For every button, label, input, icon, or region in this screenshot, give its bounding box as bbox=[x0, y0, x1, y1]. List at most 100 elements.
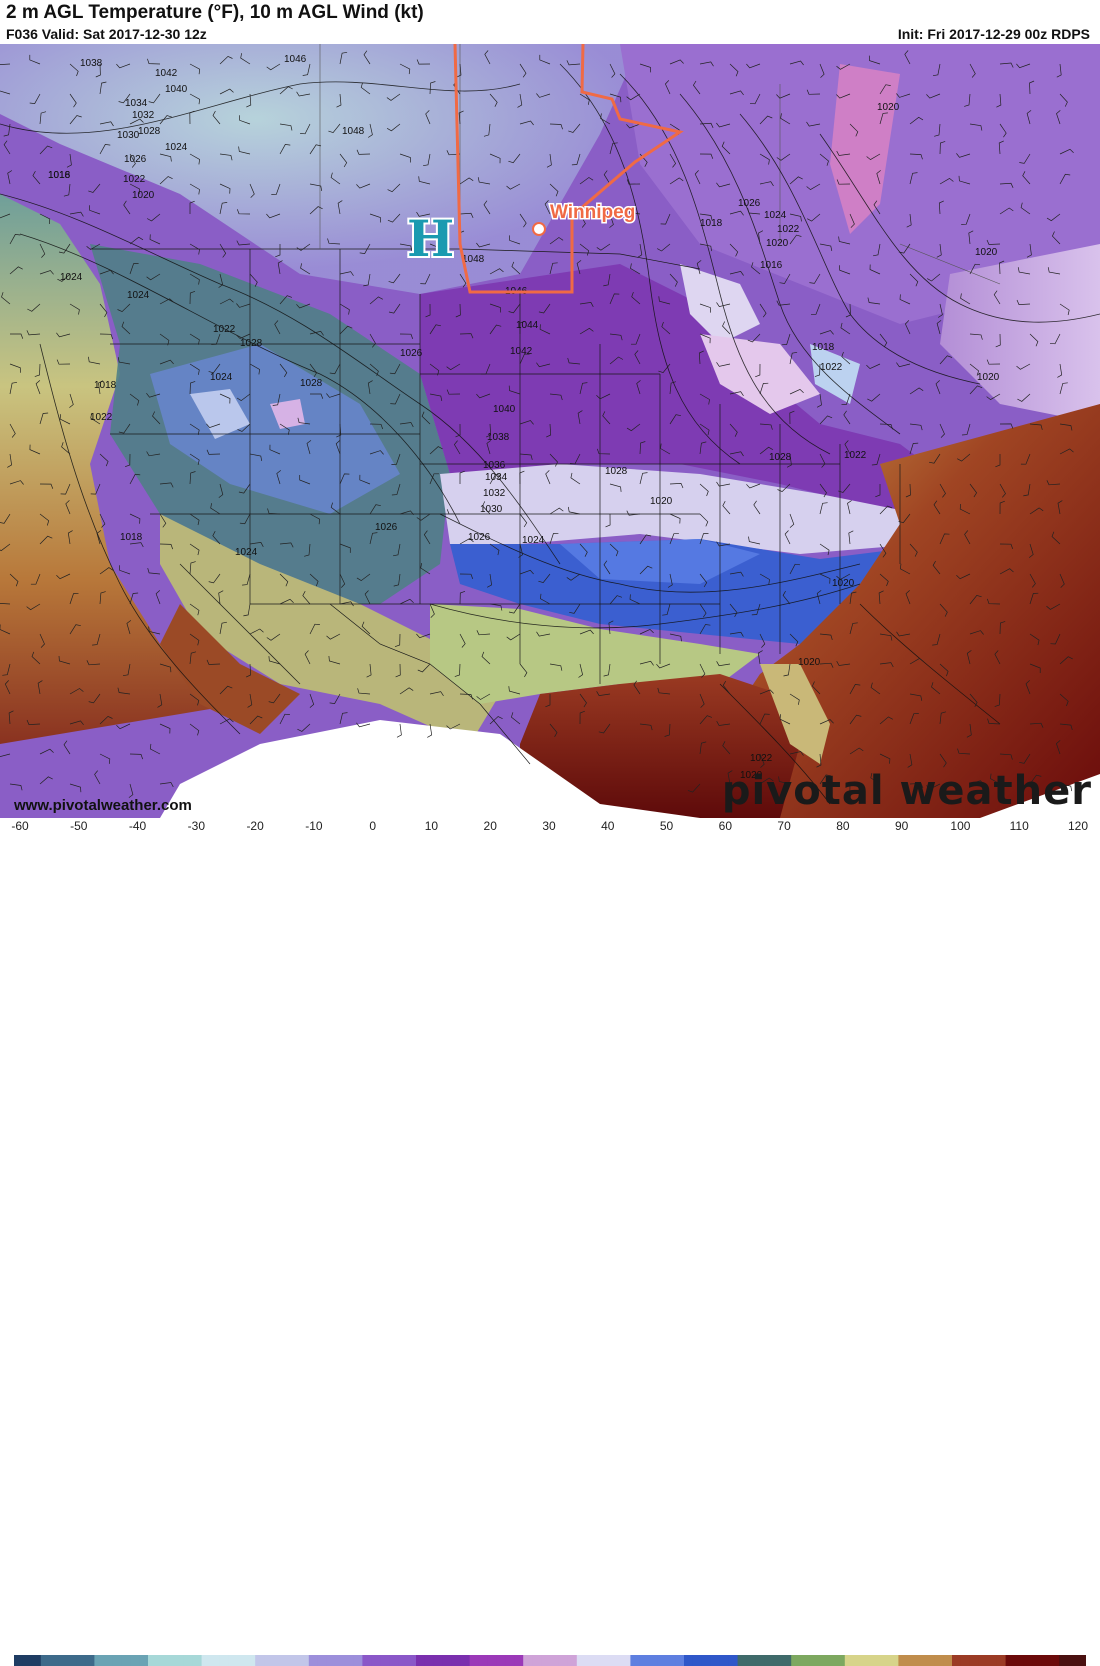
wind-barb bbox=[727, 770, 733, 785]
wind-barb bbox=[932, 633, 941, 646]
winnipeg-marker-icon[interactable] bbox=[532, 222, 546, 236]
wind-barb bbox=[567, 506, 581, 515]
wind-barb bbox=[836, 179, 851, 185]
colorbar-segment bbox=[308, 1655, 319, 1666]
wind-barb bbox=[119, 565, 131, 575]
wind-barb bbox=[9, 573, 19, 587]
wind-barb bbox=[56, 359, 71, 365]
wind-barb bbox=[1029, 774, 1042, 785]
wind-barb bbox=[189, 723, 200, 736]
wind-barb bbox=[664, 80, 671, 95]
wind-barb bbox=[939, 483, 946, 498]
wind-barb bbox=[57, 273, 71, 282]
wind-barb bbox=[339, 712, 348, 725]
wind-barb bbox=[729, 571, 744, 577]
wind-barb bbox=[266, 633, 281, 641]
wind-barb bbox=[969, 363, 980, 376]
wind-barb bbox=[579, 213, 586, 228]
isobar-label: 1028 bbox=[300, 378, 323, 389]
wind-barb bbox=[1028, 543, 1034, 558]
wind-barb bbox=[631, 291, 641, 305]
wind-barb bbox=[309, 183, 323, 191]
colorbar-segment bbox=[335, 1655, 346, 1666]
wind-barb bbox=[729, 243, 739, 257]
wind-barb bbox=[249, 542, 264, 547]
wind-barb bbox=[927, 273, 941, 282]
wind-barb bbox=[1059, 382, 1068, 395]
wind-barb bbox=[849, 123, 859, 137]
wind-barb bbox=[961, 423, 971, 436]
colorbar-segment bbox=[174, 1655, 185, 1666]
colorbar-tick-label: 60 bbox=[718, 819, 733, 833]
wind-barb bbox=[776, 300, 791, 306]
wind-barb bbox=[279, 363, 288, 378]
wind-barb bbox=[780, 113, 791, 125]
wind-barb bbox=[189, 633, 200, 646]
wind-barb bbox=[267, 508, 281, 515]
wind-barb bbox=[746, 63, 761, 69]
wind-barb bbox=[789, 513, 795, 528]
wind-barb bbox=[99, 303, 108, 318]
wind-barb bbox=[545, 694, 551, 708]
wind-barb bbox=[218, 483, 224, 498]
wind-barb bbox=[508, 385, 521, 395]
init-time: Init: Fri 2017-12-29 00z RDPS bbox=[897, 26, 1090, 42]
wind-barb bbox=[58, 243, 71, 254]
wind-barb bbox=[569, 453, 581, 465]
colorbar-segment bbox=[907, 1655, 917, 1666]
wind-barb bbox=[476, 242, 491, 248]
wind-barb bbox=[716, 302, 731, 307]
wind-barb bbox=[969, 263, 981, 275]
wind-barb bbox=[699, 441, 707, 455]
colorbar-segment bbox=[835, 1655, 846, 1666]
wind-barb bbox=[508, 153, 521, 164]
wind-barb bbox=[658, 296, 671, 305]
colorbar-segment bbox=[165, 1655, 176, 1666]
wind-barb bbox=[838, 483, 851, 493]
wind-barb bbox=[609, 63, 616, 78]
wind-barb bbox=[867, 393, 881, 402]
wind-barb bbox=[909, 423, 923, 431]
wind-barb bbox=[878, 590, 884, 605]
wind-barb bbox=[909, 273, 919, 287]
wind-barb bbox=[819, 543, 830, 556]
isobar-label: 1032 bbox=[132, 110, 155, 121]
wind-barb bbox=[999, 568, 1014, 575]
wind-barb bbox=[956, 153, 971, 158]
colorbar-segment bbox=[76, 1655, 87, 1666]
wind-barb bbox=[159, 482, 174, 488]
wind-barb bbox=[939, 423, 945, 438]
wind-barb bbox=[1046, 480, 1061, 486]
wind-barb bbox=[909, 442, 919, 455]
wind-barb bbox=[657, 687, 671, 695]
wind-barb bbox=[189, 183, 200, 195]
isobar-label: 1030 bbox=[480, 504, 503, 515]
southwest-field bbox=[160, 514, 500, 744]
wind-barb bbox=[639, 565, 653, 575]
wind-barb bbox=[326, 393, 341, 398]
wind-barb bbox=[1059, 303, 1070, 316]
wind-barb bbox=[1019, 753, 1031, 764]
wind-barb bbox=[189, 153, 200, 165]
wind-barb bbox=[26, 330, 41, 336]
wind-barb bbox=[633, 680, 641, 695]
colorbar-segment bbox=[550, 1655, 560, 1666]
wind-barb bbox=[838, 236, 851, 245]
wind-barb bbox=[219, 202, 228, 215]
weather-map[interactable]: 1046 1038 1042 1040 1034 1032 1030 1028 1024 1026… bbox=[0, 44, 1100, 818]
wind-barb bbox=[90, 413, 101, 425]
colorbar-segment bbox=[290, 1655, 301, 1666]
wind-barb bbox=[699, 393, 710, 405]
wind-barb bbox=[90, 483, 101, 495]
wind-barb bbox=[999, 207, 1014, 215]
colorbar-segment bbox=[657, 1655, 667, 1666]
wind-barb bbox=[667, 573, 673, 588]
wind-barb bbox=[116, 723, 131, 730]
wind-barb bbox=[219, 153, 233, 161]
colorbar-segment bbox=[201, 1655, 212, 1666]
wind-barb bbox=[999, 753, 1013, 760]
wind-barb bbox=[969, 63, 976, 78]
wind-barb bbox=[477, 177, 491, 185]
colorbar-segment bbox=[130, 1655, 140, 1666]
wind-barb bbox=[1049, 333, 1061, 345]
